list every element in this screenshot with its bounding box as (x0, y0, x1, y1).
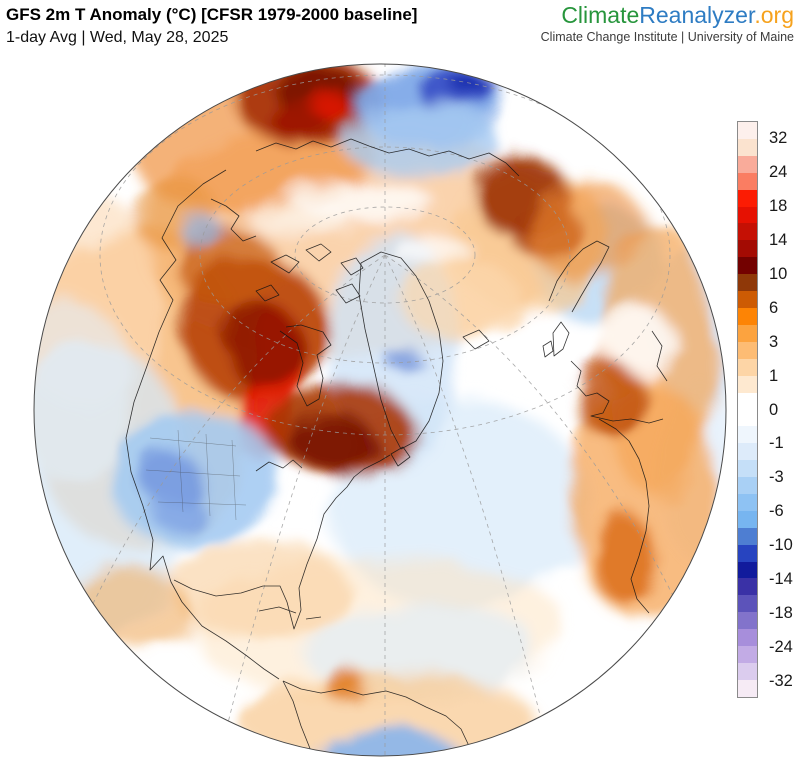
colorbar-segment (738, 138, 757, 156)
colorbar-segment (738, 646, 757, 663)
colorbar-segment (738, 493, 757, 511)
colorbar-segment (738, 291, 757, 308)
colorbar-segment (738, 341, 757, 359)
colorbar-segment (738, 679, 757, 697)
colorbar-segment (738, 426, 757, 444)
state-borders (145, 429, 247, 521)
anomaly-region-bering-cool-spot (183, 219, 227, 251)
colorbar-segment (738, 443, 757, 461)
colorbar-tick-label: -18 (769, 604, 793, 623)
anomaly-region-siberia-hot-crimson-spot (312, 91, 348, 119)
colorbar-segment (738, 392, 757, 410)
anomaly-region-us-cool-core-2 (152, 493, 204, 533)
colorbar-segment (738, 274, 757, 292)
colorbar-segment (738, 527, 757, 545)
colorbar-segment (738, 206, 757, 224)
anomaly-region-canada-maroon-core (222, 305, 302, 385)
colorbar-segment (738, 307, 757, 325)
colorbar-segment (738, 409, 757, 427)
colorbar-segment (738, 612, 757, 630)
colorbar-tick-label: -14 (769, 570, 793, 589)
anomaly-region-left-mid-pale-cool (34, 300, 130, 480)
colorbar-tick-label: 14 (769, 230, 788, 249)
colorbar-segment (738, 358, 757, 376)
colorbar-segment (738, 578, 757, 596)
colorbar-tick-label: -10 (769, 536, 793, 555)
colorbar-tick-label: -24 (769, 638, 793, 657)
colorbar-segment (738, 595, 757, 613)
anomaly-region-west-africa-hot-core (595, 515, 655, 605)
colorbar-segment (738, 324, 757, 342)
colorbar-labels: 32 24 18 14 10 6 3 1 0 -1 -3 -6 -10 -14 -18 -24 -32 (769, 121, 800, 698)
colorbar-segment (738, 629, 757, 647)
site-logo-link[interactable]: ClimateReanalyzer.org (541, 2, 794, 29)
anomaly-region-us-cool-core-1 (140, 452, 200, 504)
anomaly-region-mexico-warm (70, 570, 190, 650)
colorbar-segment (738, 155, 757, 173)
colorbar-tick-label: -32 (769, 672, 793, 691)
logo-org: .org (754, 2, 794, 28)
coastlines (125, 138, 668, 756)
colorbar-segment (738, 561, 757, 579)
anomaly-field (34, 64, 726, 756)
anomaly-region-norwegian-sea-pale-warm (400, 260, 520, 340)
colorbar-tick-label: -1 (769, 434, 784, 453)
anomaly-region-arctic-cold-navy-center (454, 77, 490, 99)
anomaly-region-amazon-warm-spot (323, 671, 367, 699)
colorbar-segment (738, 544, 757, 562)
colorbar-tick-label: 10 (769, 264, 788, 283)
graticule-lines (84, 64, 686, 756)
colorbar-segment (738, 122, 757, 139)
colorbar-tick-label: 6 (769, 298, 779, 317)
colorbar-tick-label: 32 (769, 128, 788, 147)
page-title: GFS 2m T Anomaly (°C) [CFSR 1979-2000 ba… (6, 5, 418, 24)
colorbar-tick-label: 1 (769, 366, 779, 385)
site-brand: ClimateReanalyzer.org Climate Change Ins… (541, 2, 794, 44)
anomaly-region-siberian-shelf-cool (340, 105, 500, 175)
colorbar-segment (738, 477, 757, 494)
colorbar-segment (738, 240, 757, 258)
anomaly-region-quebec-maroon-core (285, 415, 375, 465)
colorbar-segment (738, 663, 757, 680)
header-titles: GFS 2m T Anomaly (°C) [CFSR 1979-2000 ba… (6, 4, 417, 49)
colorbar-segment (738, 189, 757, 207)
colorbar-tick-label: -3 (769, 468, 784, 487)
colorbar-tick-label: 24 (769, 162, 788, 181)
colorbar-legend: 32 24 18 14 10 6 3 1 0 -1 -3 -6 -10 -14 -18 -24 -32 (737, 121, 793, 698)
anomaly-region-greenland-cool-spot (392, 351, 424, 379)
page-subtitle: 1-day Avg | Wed, May 28, 2025 (6, 28, 229, 46)
anomaly-region-east-siberia-warm-halo (525, 180, 645, 280)
anomaly-region-arctic-white-wisp-3 (250, 205, 350, 235)
colorbar-tick-label: 18 (769, 196, 788, 215)
anomaly-region-arctic-white-wisp-2 (390, 236, 470, 264)
colorbar-segment (738, 257, 757, 275)
logo-tagline: Climate Change Institute | University of… (540, 30, 794, 44)
colorbar-tick-label: -6 (769, 502, 784, 521)
anomaly-region-morocco-iberia-hot (578, 362, 642, 438)
colorbar-segment (738, 510, 757, 528)
colorbar (737, 121, 758, 698)
anomaly-region-south-cone-cool (325, 727, 455, 756)
globe-outline (33, 63, 727, 757)
logo-reanalyzer: Reanalyzer (639, 2, 755, 28)
colorbar-segment (738, 172, 757, 190)
anomaly-region-gulf-se-us-warm (170, 545, 350, 635)
colorbar-segment (738, 375, 757, 393)
colorbar-tick-label: 3 (769, 332, 779, 351)
colorbar-segment (738, 223, 757, 241)
colorbar-tick-label: 0 (769, 400, 779, 419)
colorbar-segment (738, 460, 757, 478)
anomaly-region-tropical-atlantic-cool (300, 605, 540, 695)
logo-climate: Climate (561, 2, 640, 28)
